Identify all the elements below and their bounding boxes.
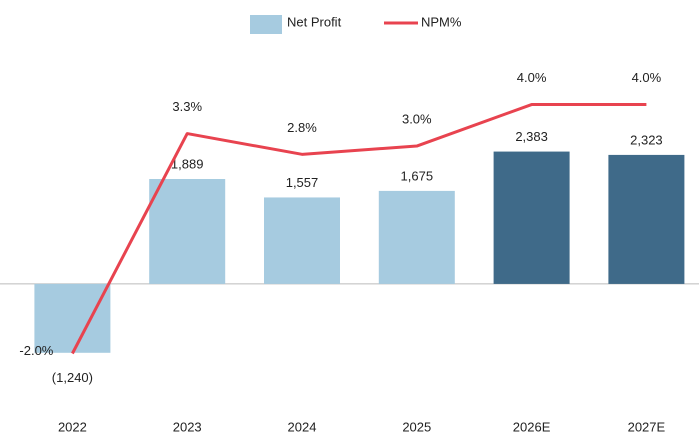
bar-value-label: (1,240): [52, 370, 93, 385]
bar: [34, 283, 111, 353]
line: [71, 103, 647, 355]
bar-value-label: 2,383: [515, 129, 548, 144]
legend-label: Net Profit: [287, 14, 342, 29]
bar-value-label: 1,889: [171, 156, 204, 171]
bar-value-label: 1,675: [401, 168, 434, 183]
x-tick-label: 2023: [173, 419, 202, 434]
legend-label: NPM%: [421, 14, 462, 29]
line-value-label: 4.0%: [517, 70, 547, 85]
line-value-label: -2.0%: [19, 343, 53, 358]
bar-value-label: 1,557: [286, 175, 319, 190]
bar: [608, 154, 685, 284]
line-value-label: 3.0%: [402, 111, 432, 126]
x-tick-label: 2025: [402, 419, 431, 434]
x-tick-label: 2026E: [513, 419, 551, 434]
bar: [378, 190, 455, 284]
x-tick-label: 2027E: [628, 419, 666, 434]
line-value-label: 4.0%: [632, 70, 662, 85]
x-tick-label: 2022: [58, 419, 87, 434]
line-value-label: 2.8%: [287, 120, 317, 135]
x-tick-label: 2024: [288, 419, 317, 434]
legend-swatch-bar: [250, 15, 282, 34]
bar: [149, 179, 226, 284]
line-value-label: 3.3%: [172, 99, 202, 114]
bar-value-label: 2,323: [630, 132, 663, 147]
bar: [493, 151, 570, 284]
bar: [264, 197, 340, 284]
